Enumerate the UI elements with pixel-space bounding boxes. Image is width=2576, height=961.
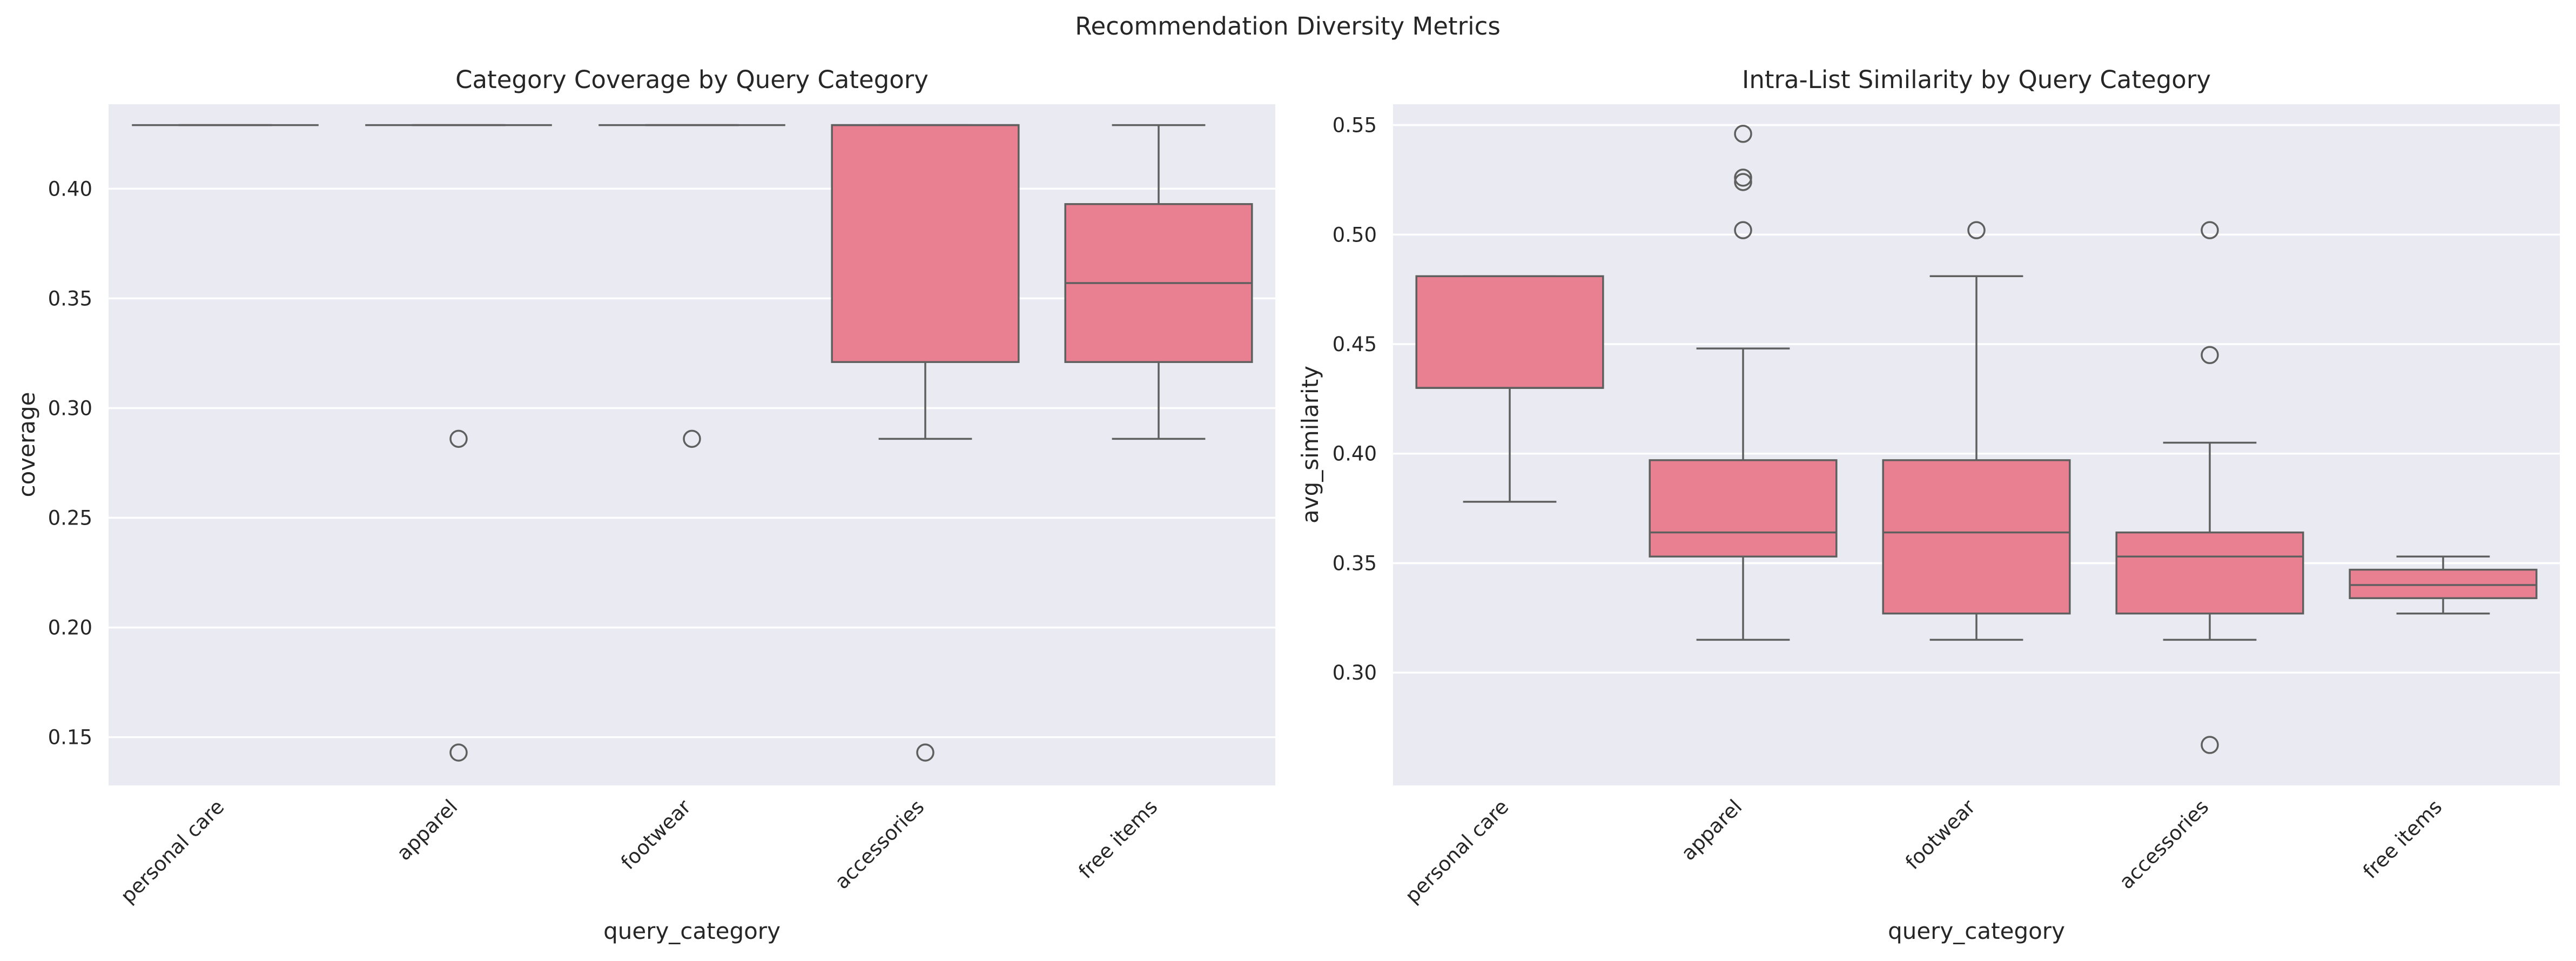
y-tick-label: 0.40 [48, 177, 92, 200]
y-tick-label: 0.45 [1333, 333, 1377, 356]
outlier-point [2201, 736, 2219, 754]
y-tick-label: 0.30 [48, 397, 92, 420]
y-axis-label: coverage [14, 392, 40, 498]
y-tick-labels: 0.15 0.20 0.25 0.30 0.35 0.40 [48, 177, 92, 749]
x-axis-label: query_category [603, 918, 781, 944]
outlier-point [1734, 124, 1752, 143]
box-body [1649, 459, 1838, 558]
box-body [2349, 568, 2538, 600]
figure-title: Recommendation Diversity Metrics [1075, 12, 1501, 41]
outlier-point [2201, 346, 2219, 365]
box-body [2115, 531, 2304, 615]
box-body [1415, 275, 1604, 389]
box-footwear [598, 124, 785, 448]
y-tick-label: 0.40 [1333, 442, 1377, 466]
x-axis-label: query_category [1888, 918, 2065, 944]
outlier-point [2201, 221, 2219, 239]
y-axis-label: avg_similarity [1297, 366, 1323, 523]
outlier-point [449, 743, 468, 762]
box-free-items [1064, 124, 1253, 440]
box-free-items [2349, 555, 2538, 615]
box-accessories [2115, 221, 2304, 754]
box-body [1882, 459, 2071, 615]
y-tick-labels: 0.30 0.35 0.40 0.45 0.50 0.55 [1333, 114, 1377, 685]
y-tick-label: 0.35 [48, 287, 92, 310]
outlier-point [1967, 221, 1986, 239]
boxes [132, 124, 1253, 762]
y-tick-label: 0.15 [48, 726, 92, 749]
outlier-point [1734, 221, 1752, 239]
gridlines [109, 187, 1275, 738]
box-personal-care [1415, 275, 1604, 503]
box-footwear [1882, 221, 2071, 641]
y-tick-label: 0.25 [48, 507, 92, 530]
y-tick-label: 0.20 [48, 616, 92, 640]
outlier-point [683, 429, 701, 448]
y-tick-label: 0.55 [1333, 114, 1377, 137]
outlier-point [916, 743, 934, 762]
box-accessories [831, 124, 1020, 762]
box-body [831, 124, 1020, 363]
outlier-point [449, 429, 468, 448]
boxes [1415, 124, 2538, 754]
box-apparel [1649, 124, 1838, 641]
outlier-point [1734, 169, 1752, 187]
panel-title: Category Coverage by Query Category [455, 65, 929, 94]
y-tick-label: 0.35 [1333, 552, 1377, 575]
panel-title: Intra-List Similarity by Query Category [1742, 65, 2211, 94]
outlier-point [1734, 173, 1752, 191]
y-tick-label: 0.50 [1333, 223, 1377, 246]
box-apparel [365, 124, 552, 762]
y-tick-label: 0.30 [1333, 661, 1377, 684]
